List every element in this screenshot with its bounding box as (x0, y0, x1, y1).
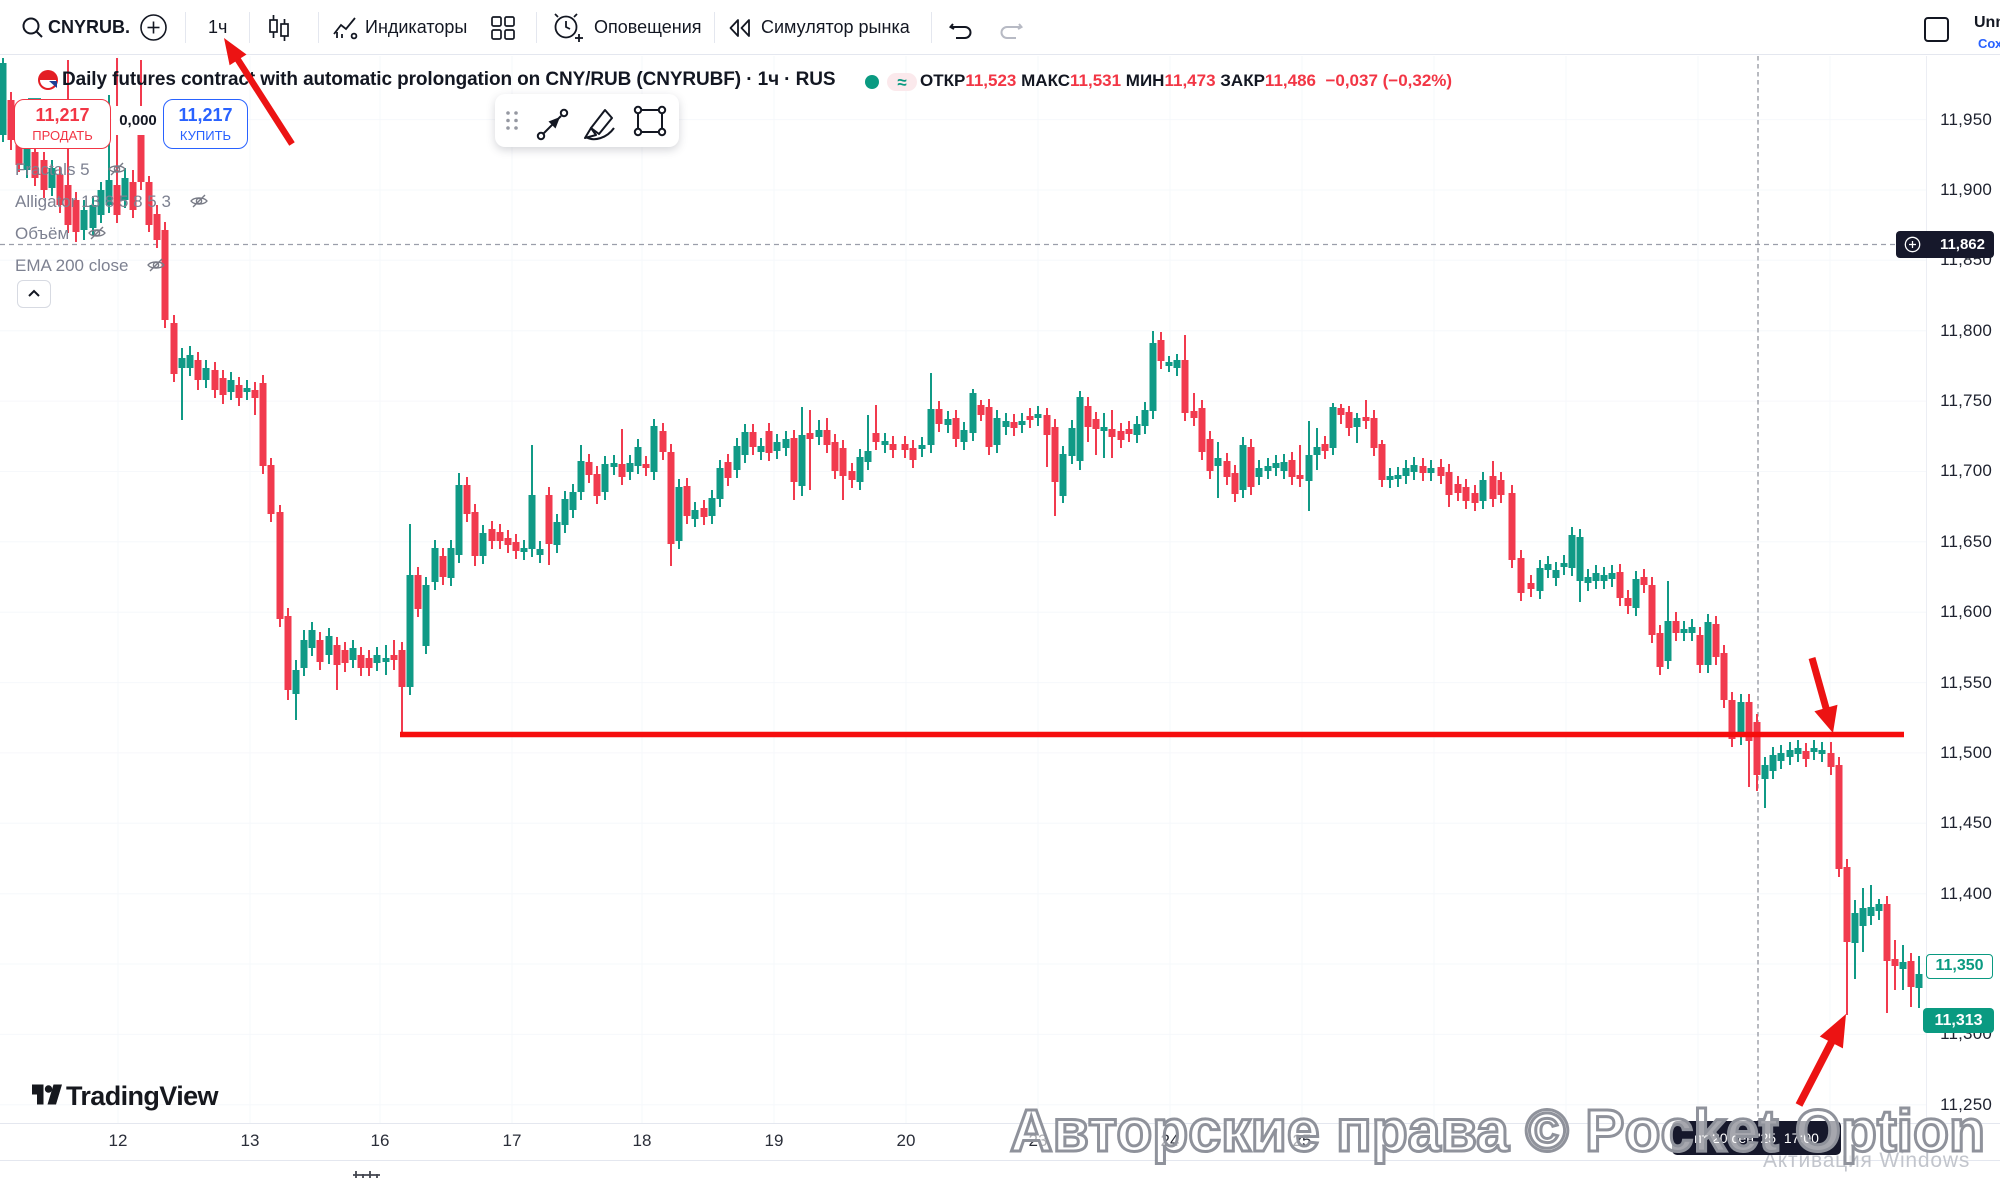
svg-text:≈: ≈ (897, 73, 906, 92)
